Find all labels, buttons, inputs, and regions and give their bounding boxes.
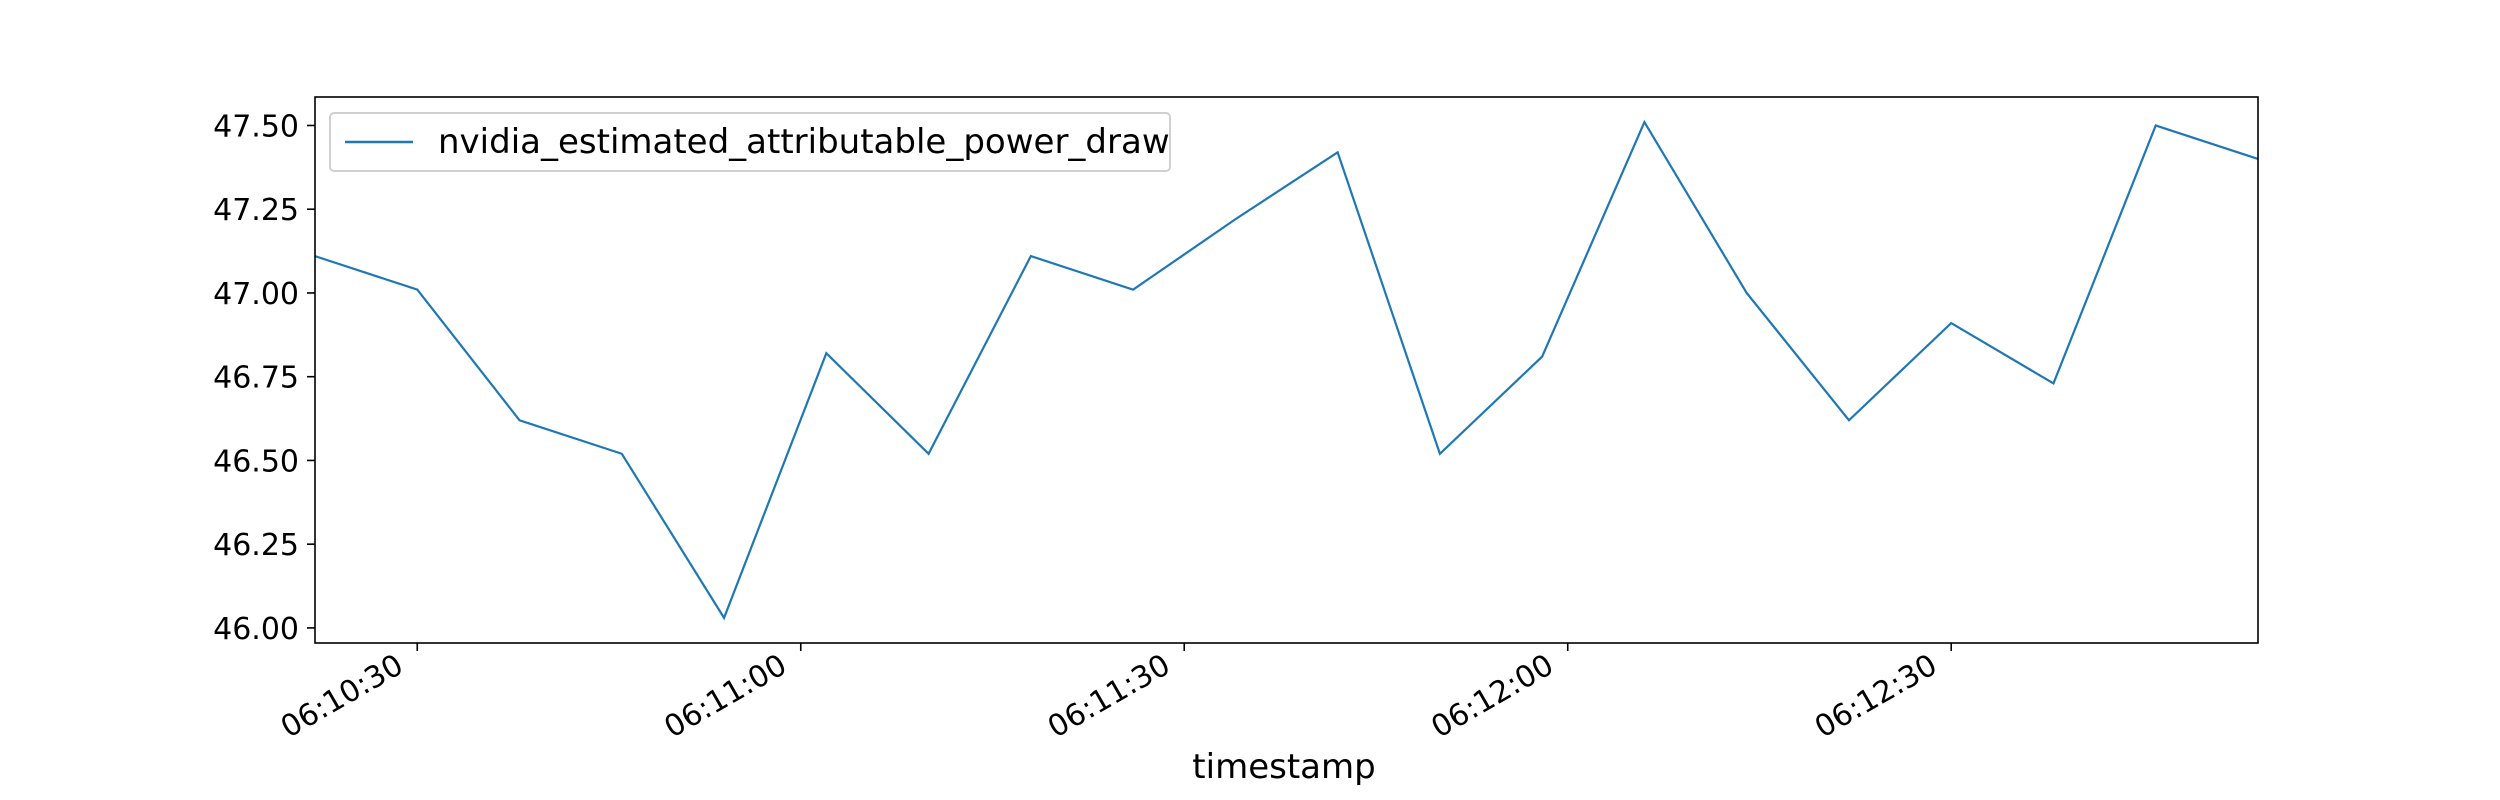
legend: nvidia_estimated_attributable_power_draw xyxy=(329,112,1171,172)
axes-frame xyxy=(314,96,2259,644)
y-tick-label: 46.00 xyxy=(213,612,299,647)
legend-label: nvidia_estimated_attributable_power_draw xyxy=(438,122,1170,162)
x-axis-label: timestamp xyxy=(1192,747,1375,787)
series-line-0 xyxy=(314,119,2259,621)
y-tick-label: 46.50 xyxy=(213,444,299,479)
y-tick-label: 46.25 xyxy=(213,528,299,563)
y-tick-label: 46.75 xyxy=(213,361,299,396)
legend-box xyxy=(329,112,1171,172)
y-tick-label: 47.00 xyxy=(213,277,299,312)
y-tick-label: 47.50 xyxy=(213,109,299,144)
y-tick-label: 47.25 xyxy=(213,193,299,228)
